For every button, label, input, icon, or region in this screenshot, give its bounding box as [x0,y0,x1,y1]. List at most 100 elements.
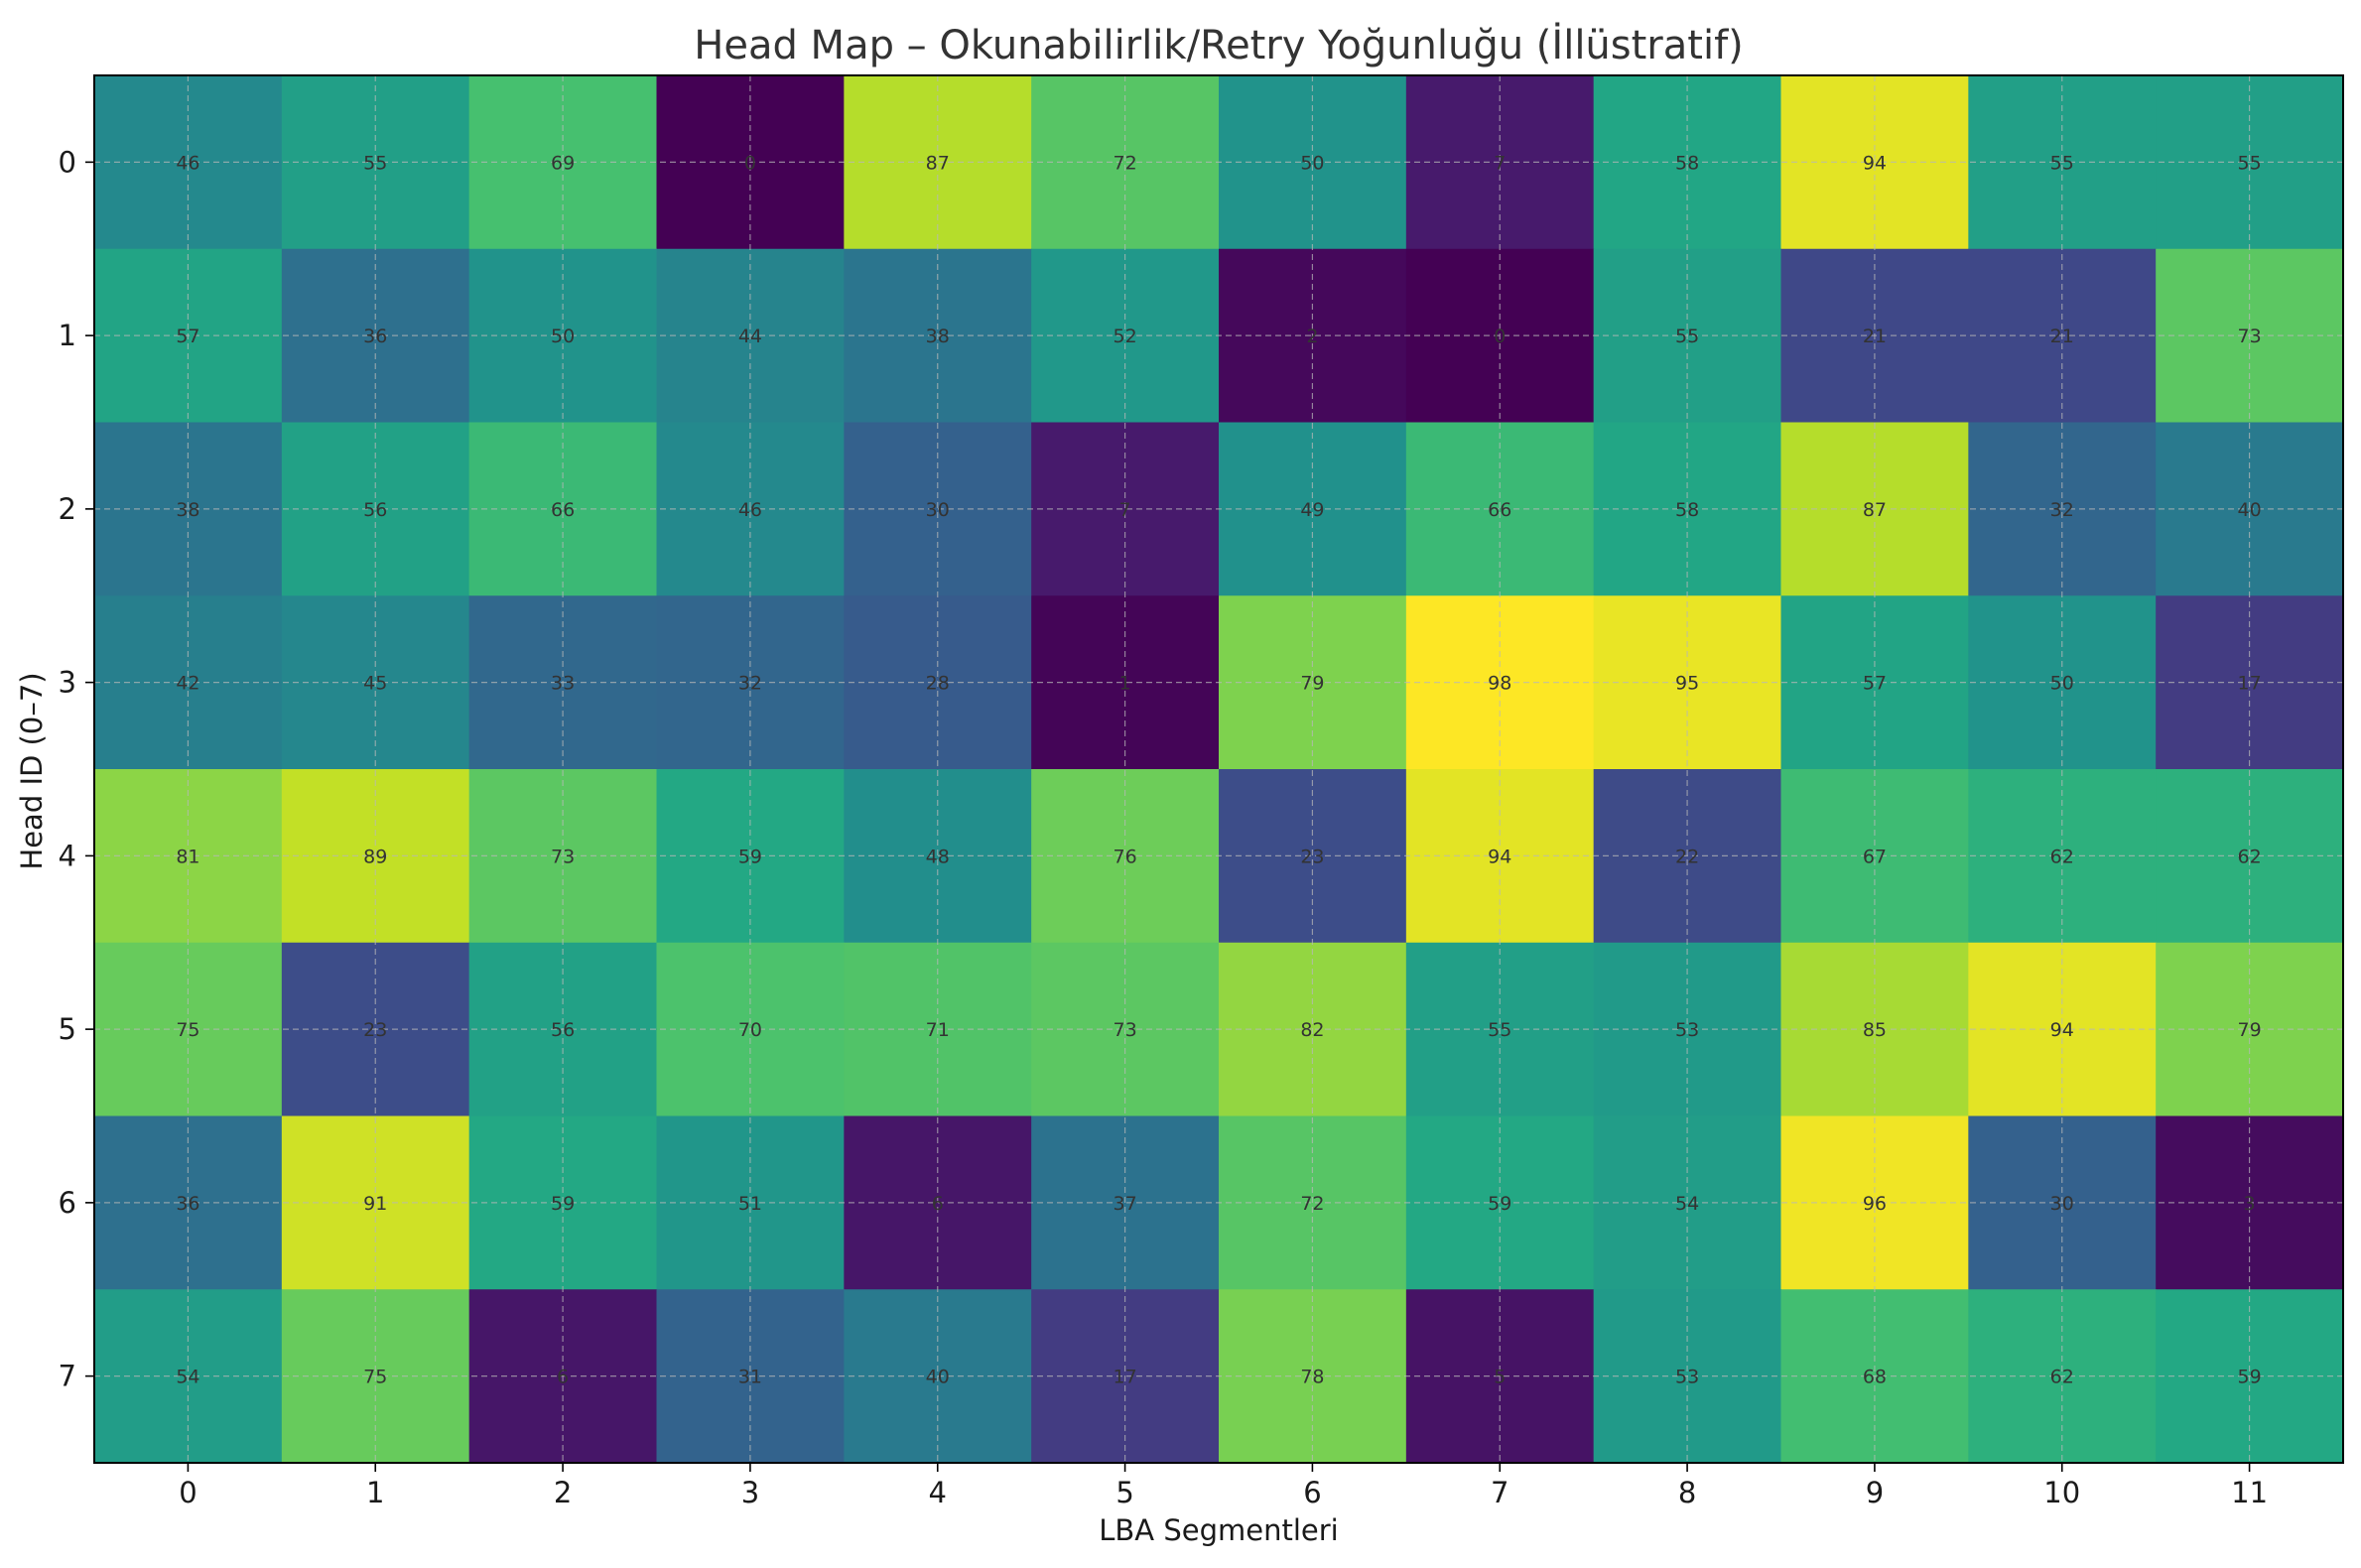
cell-value-label: 73 [1113,1019,1136,1041]
y-tick-label: 1 [59,319,76,352]
cell-value-label: 0 [744,152,756,174]
cell-value-label: 76 [1113,846,1136,867]
cell-value-label: 57 [176,326,199,347]
cell-value-label: 58 [1675,499,1699,521]
cell-value-label: 96 [1863,1193,1887,1215]
cell-value-label: 66 [551,499,575,521]
x-tick-label: 10 [2043,1476,2080,1509]
cell-value-label: 67 [1863,846,1887,867]
cell-value-label: 17 [1113,1367,1136,1388]
cell-value-label: 79 [1300,673,1324,695]
cell-value-label: 37 [1113,1193,1136,1215]
cell-value-label: 21 [1863,326,1887,347]
cell-value-label: 78 [1300,1367,1324,1388]
cell-value-label: 73 [2237,326,2261,347]
cell-value-label: 59 [551,1193,575,1215]
cell-value-label: 62 [2050,1367,2074,1388]
x-axis-label: LBA Segmentleri [1099,1513,1339,1547]
cell-value-label: 6 [557,1367,569,1388]
cell-value-label: 87 [1863,499,1887,521]
cell-value-label: 54 [176,1367,199,1388]
cell-value-label: 68 [1863,1367,1887,1388]
cell-value-label: 6 [932,1193,944,1215]
cell-value-label: 32 [738,673,762,695]
cell-value-label: 72 [1300,1193,1324,1215]
cell-value-label: 95 [1675,673,1699,695]
y-tick-label: 5 [59,1012,76,1046]
x-tick-label: 5 [1115,1476,1133,1509]
y-axis-label: Head ID (0–7) [15,672,49,869]
cell-value-label: 98 [1488,673,1511,695]
cell-value-label: 56 [551,1019,575,1041]
cell-value-label: 75 [176,1019,199,1041]
cell-value-label: 57 [1863,673,1887,695]
cell-value-label: 49 [1300,499,1324,521]
cell-value-label: 59 [1488,1193,1511,1215]
cell-value-label: 36 [363,326,387,347]
cell-value-label: 21 [2050,326,2074,347]
cell-value-label: 44 [738,326,762,347]
cell-value-label: 71 [926,1019,950,1041]
cell-value-label: 48 [926,846,950,867]
y-tick-label: 4 [59,839,76,872]
cell-value-label: 66 [1488,499,1511,521]
cell-value-label: 28 [926,673,950,695]
cell-value-label: 58 [1675,152,1699,174]
cell-value-label: 1 [1119,673,1131,695]
x-tick-label: 9 [1866,1476,1884,1509]
heatmap-cells [94,75,2344,1464]
cell-value-label: 51 [738,1193,762,1215]
cell-value-label: 94 [1863,152,1887,174]
x-tick-label: 0 [179,1476,197,1509]
cell-value-label: 55 [363,152,387,174]
cell-value-label: 38 [926,326,950,347]
cell-value-label: 85 [1863,1019,1887,1041]
cell-value-label: 59 [738,846,762,867]
cell-value-label: 38 [176,499,199,521]
y-tick-label: 6 [59,1186,76,1220]
cell-value-label: 62 [2050,846,2074,867]
grid-lines [94,75,2343,1463]
x-tick-label: 11 [2231,1476,2268,1509]
x-tick-label: 8 [1678,1476,1696,1509]
cell-value-label: 72 [1113,152,1136,174]
y-tick-label: 2 [59,492,76,526]
x-tick-label: 7 [1491,1476,1508,1509]
cell-value-label: 30 [926,499,950,521]
cell-value-label: 55 [2050,152,2074,174]
cell-value-label: 32 [2050,499,2074,521]
cell-value-label: 45 [363,673,387,695]
cell-value-label: 46 [176,152,199,174]
cell-value-label: 89 [363,846,387,867]
cell-value-label: 69 [551,152,575,174]
cell-value-label: 59 [2237,1367,2261,1388]
cell-value-label: 55 [1675,326,1699,347]
cell-value-label: 53 [1675,1367,1699,1388]
cell-value-label: 94 [2050,1019,2074,1041]
plot-frame [93,74,2344,1464]
cell-value-label: 33 [551,673,575,695]
cell-value-label: 54 [1675,1193,1699,1215]
cell-value-label: 23 [1300,846,1324,867]
cell-value-label: 81 [176,846,199,867]
cell-value-label: 40 [926,1367,950,1388]
cell-value-label: 87 [926,152,950,174]
cell-value-label: 75 [363,1367,387,1388]
cell-value-label: 3 [2244,1193,2256,1215]
cell-value-label: 31 [738,1367,762,1388]
cell-value-label: 91 [363,1193,387,1215]
cell-value-label: 7 [1494,152,1506,174]
y-tick-label: 0 [59,145,76,179]
y-tick-label: 7 [59,1360,76,1393]
cell-value-label: 46 [738,499,762,521]
cell-value-label: 2 [1306,326,1318,347]
cell-value-label: 50 [2050,673,2074,695]
cell-value-label: 53 [1675,1019,1699,1041]
cell-value-label: 55 [1488,1019,1511,1041]
chart-title: Head Map – Okunabilirlik/Retry Yoğunluğu… [694,21,1744,68]
cell-value-label: 73 [551,846,575,867]
cell-value-label: 40 [2237,499,2261,521]
